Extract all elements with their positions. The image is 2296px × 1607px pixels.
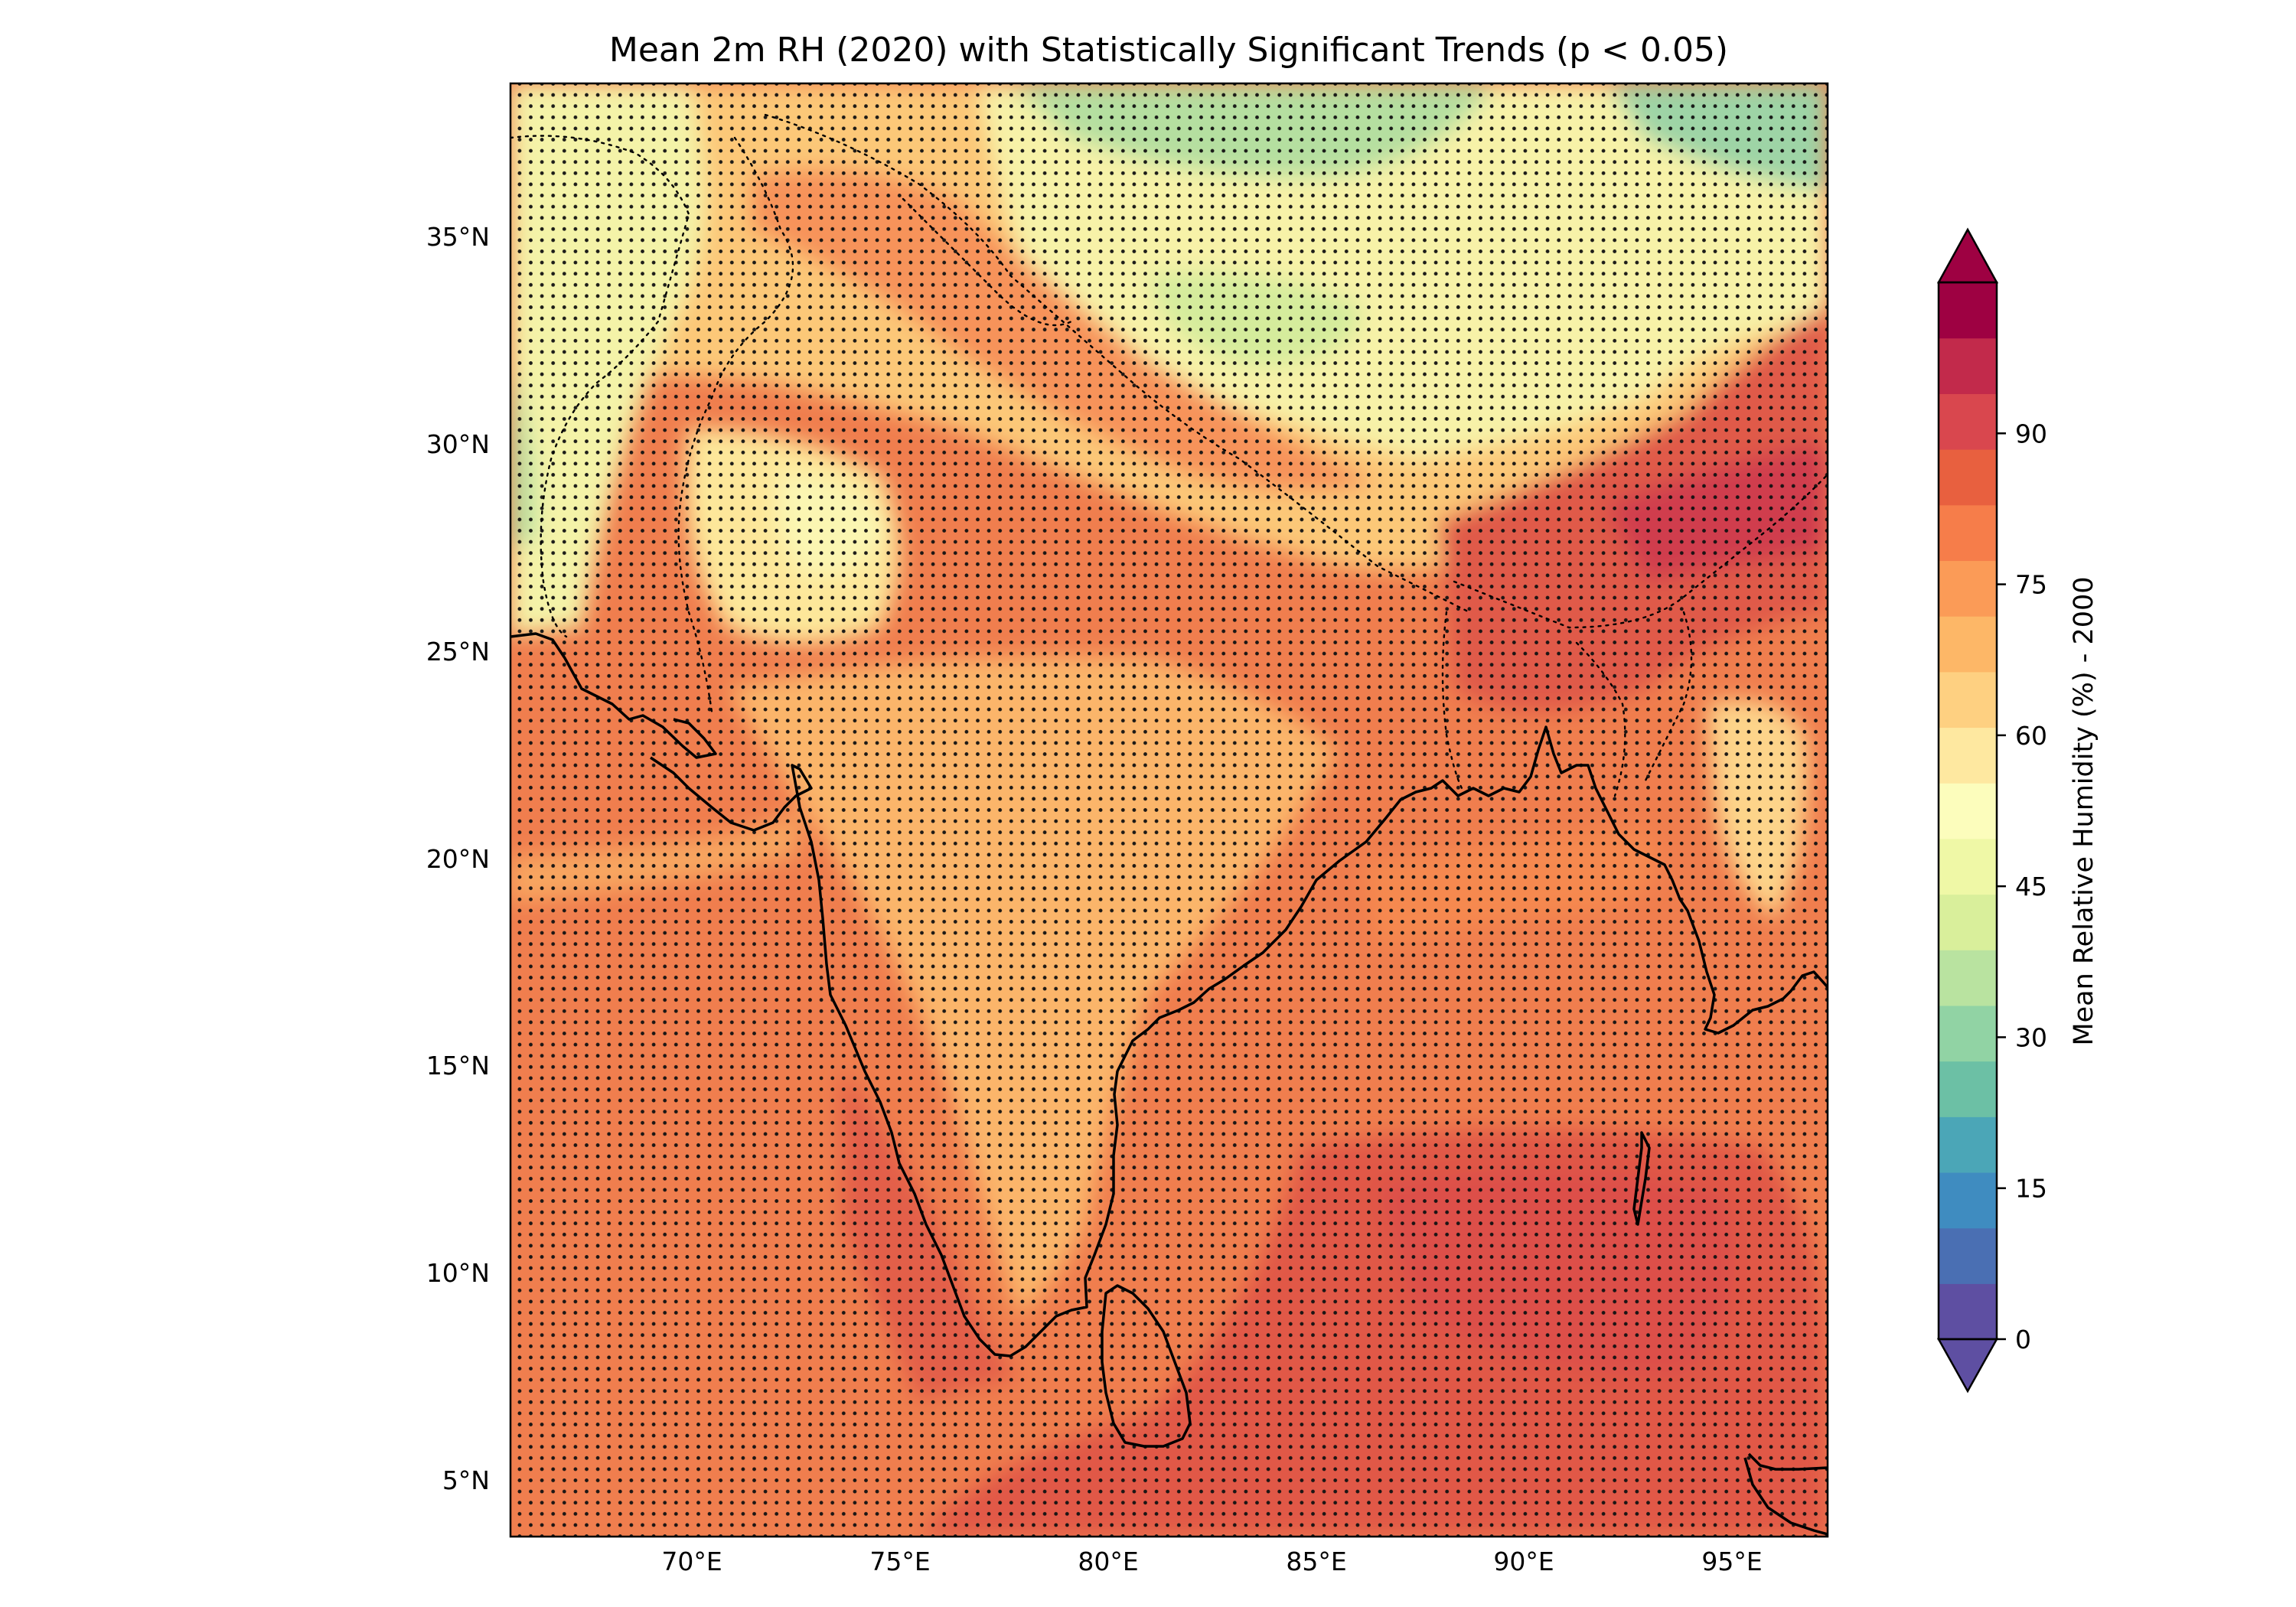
lon-tick: 85°E xyxy=(1286,1547,1346,1576)
colorbar-bands xyxy=(1939,282,1997,1340)
colorbar-band xyxy=(1939,337,1997,394)
lat-tick: 20°N xyxy=(426,844,490,874)
colorbar-band xyxy=(1939,616,1997,673)
lat-tick: 5°N xyxy=(442,1465,490,1495)
colorbar-band xyxy=(1939,282,1997,339)
colorbar-band xyxy=(1939,783,1997,839)
lat-tick: 30°N xyxy=(426,429,490,459)
colorbar-tick-label: 60 xyxy=(2015,721,2047,751)
chart-title: Mean 2m RH (2020) with Statistically Sig… xyxy=(609,31,1728,70)
colorbar-band xyxy=(1939,950,1997,1006)
colorbar: 0 15 30 45 60 75 90 Mean Relative Humidity (%)… xyxy=(1936,227,2099,1393)
lat-tick: 35°N xyxy=(426,222,490,252)
colorbar-frame xyxy=(1937,281,1998,1341)
colorbar-ticks: 0 15 30 45 60 75 90 xyxy=(1997,419,2047,1354)
colorbar-tick-label: 0 xyxy=(2015,1325,2031,1354)
colorbar-band xyxy=(1939,1005,1997,1062)
significance-stippling xyxy=(510,83,1828,1537)
colorbar-band xyxy=(1939,1061,1997,1117)
colorbar-tick-label: 30 xyxy=(2015,1022,2047,1052)
map-panel xyxy=(509,82,1829,1538)
colorbar-band xyxy=(1939,894,1997,950)
lat-axis: 35°N 30°N 25°N 20°N 15°N 10°N 5°N xyxy=(426,222,490,1495)
colorbar-tick-label: 75 xyxy=(2015,570,2047,600)
lon-tick: 90°E xyxy=(1493,1547,1554,1576)
colorbar-extend-min xyxy=(1936,1338,1999,1393)
colorbar-band xyxy=(1939,671,1997,729)
lat-tick: 15°N xyxy=(426,1051,490,1081)
colorbar-band xyxy=(1939,560,1997,617)
lat-tick: 25°N xyxy=(426,637,490,667)
colorbar-band xyxy=(1939,1283,1997,1340)
colorbar-band xyxy=(1939,504,1997,562)
colorbar-band xyxy=(1939,449,1997,506)
lon-tick: 75°E xyxy=(869,1547,930,1576)
lon-tick: 80°E xyxy=(1078,1547,1138,1576)
colorbar-extend-max xyxy=(1936,227,1999,284)
colorbar-tick-label: 15 xyxy=(2015,1174,2047,1204)
colorbar-tick-label: 90 xyxy=(2015,419,2047,448)
map-frame xyxy=(509,82,1829,1538)
colorbar-band xyxy=(1939,1227,1997,1284)
colorbar-label: Mean Relative Humidity (%) - 2000 xyxy=(2069,576,2099,1045)
colorbar-band xyxy=(1939,727,1997,784)
lon-tick: 95°E xyxy=(1701,1547,1762,1576)
lon-axis: 70°E 75°E 80°E 85°E 90°E 95°E xyxy=(661,1547,1762,1576)
colorbar-band xyxy=(1939,393,1997,450)
colorbar-band xyxy=(1939,838,1997,895)
colorbar-tick-label: 45 xyxy=(2015,872,2047,901)
lon-tick: 70°E xyxy=(661,1547,722,1576)
coastline xyxy=(510,632,1828,1536)
lat-tick: 10°N xyxy=(426,1258,490,1288)
colorbar-band xyxy=(1939,1116,1997,1173)
country-borders xyxy=(510,113,1828,797)
colorbar-band xyxy=(1939,1172,1997,1229)
